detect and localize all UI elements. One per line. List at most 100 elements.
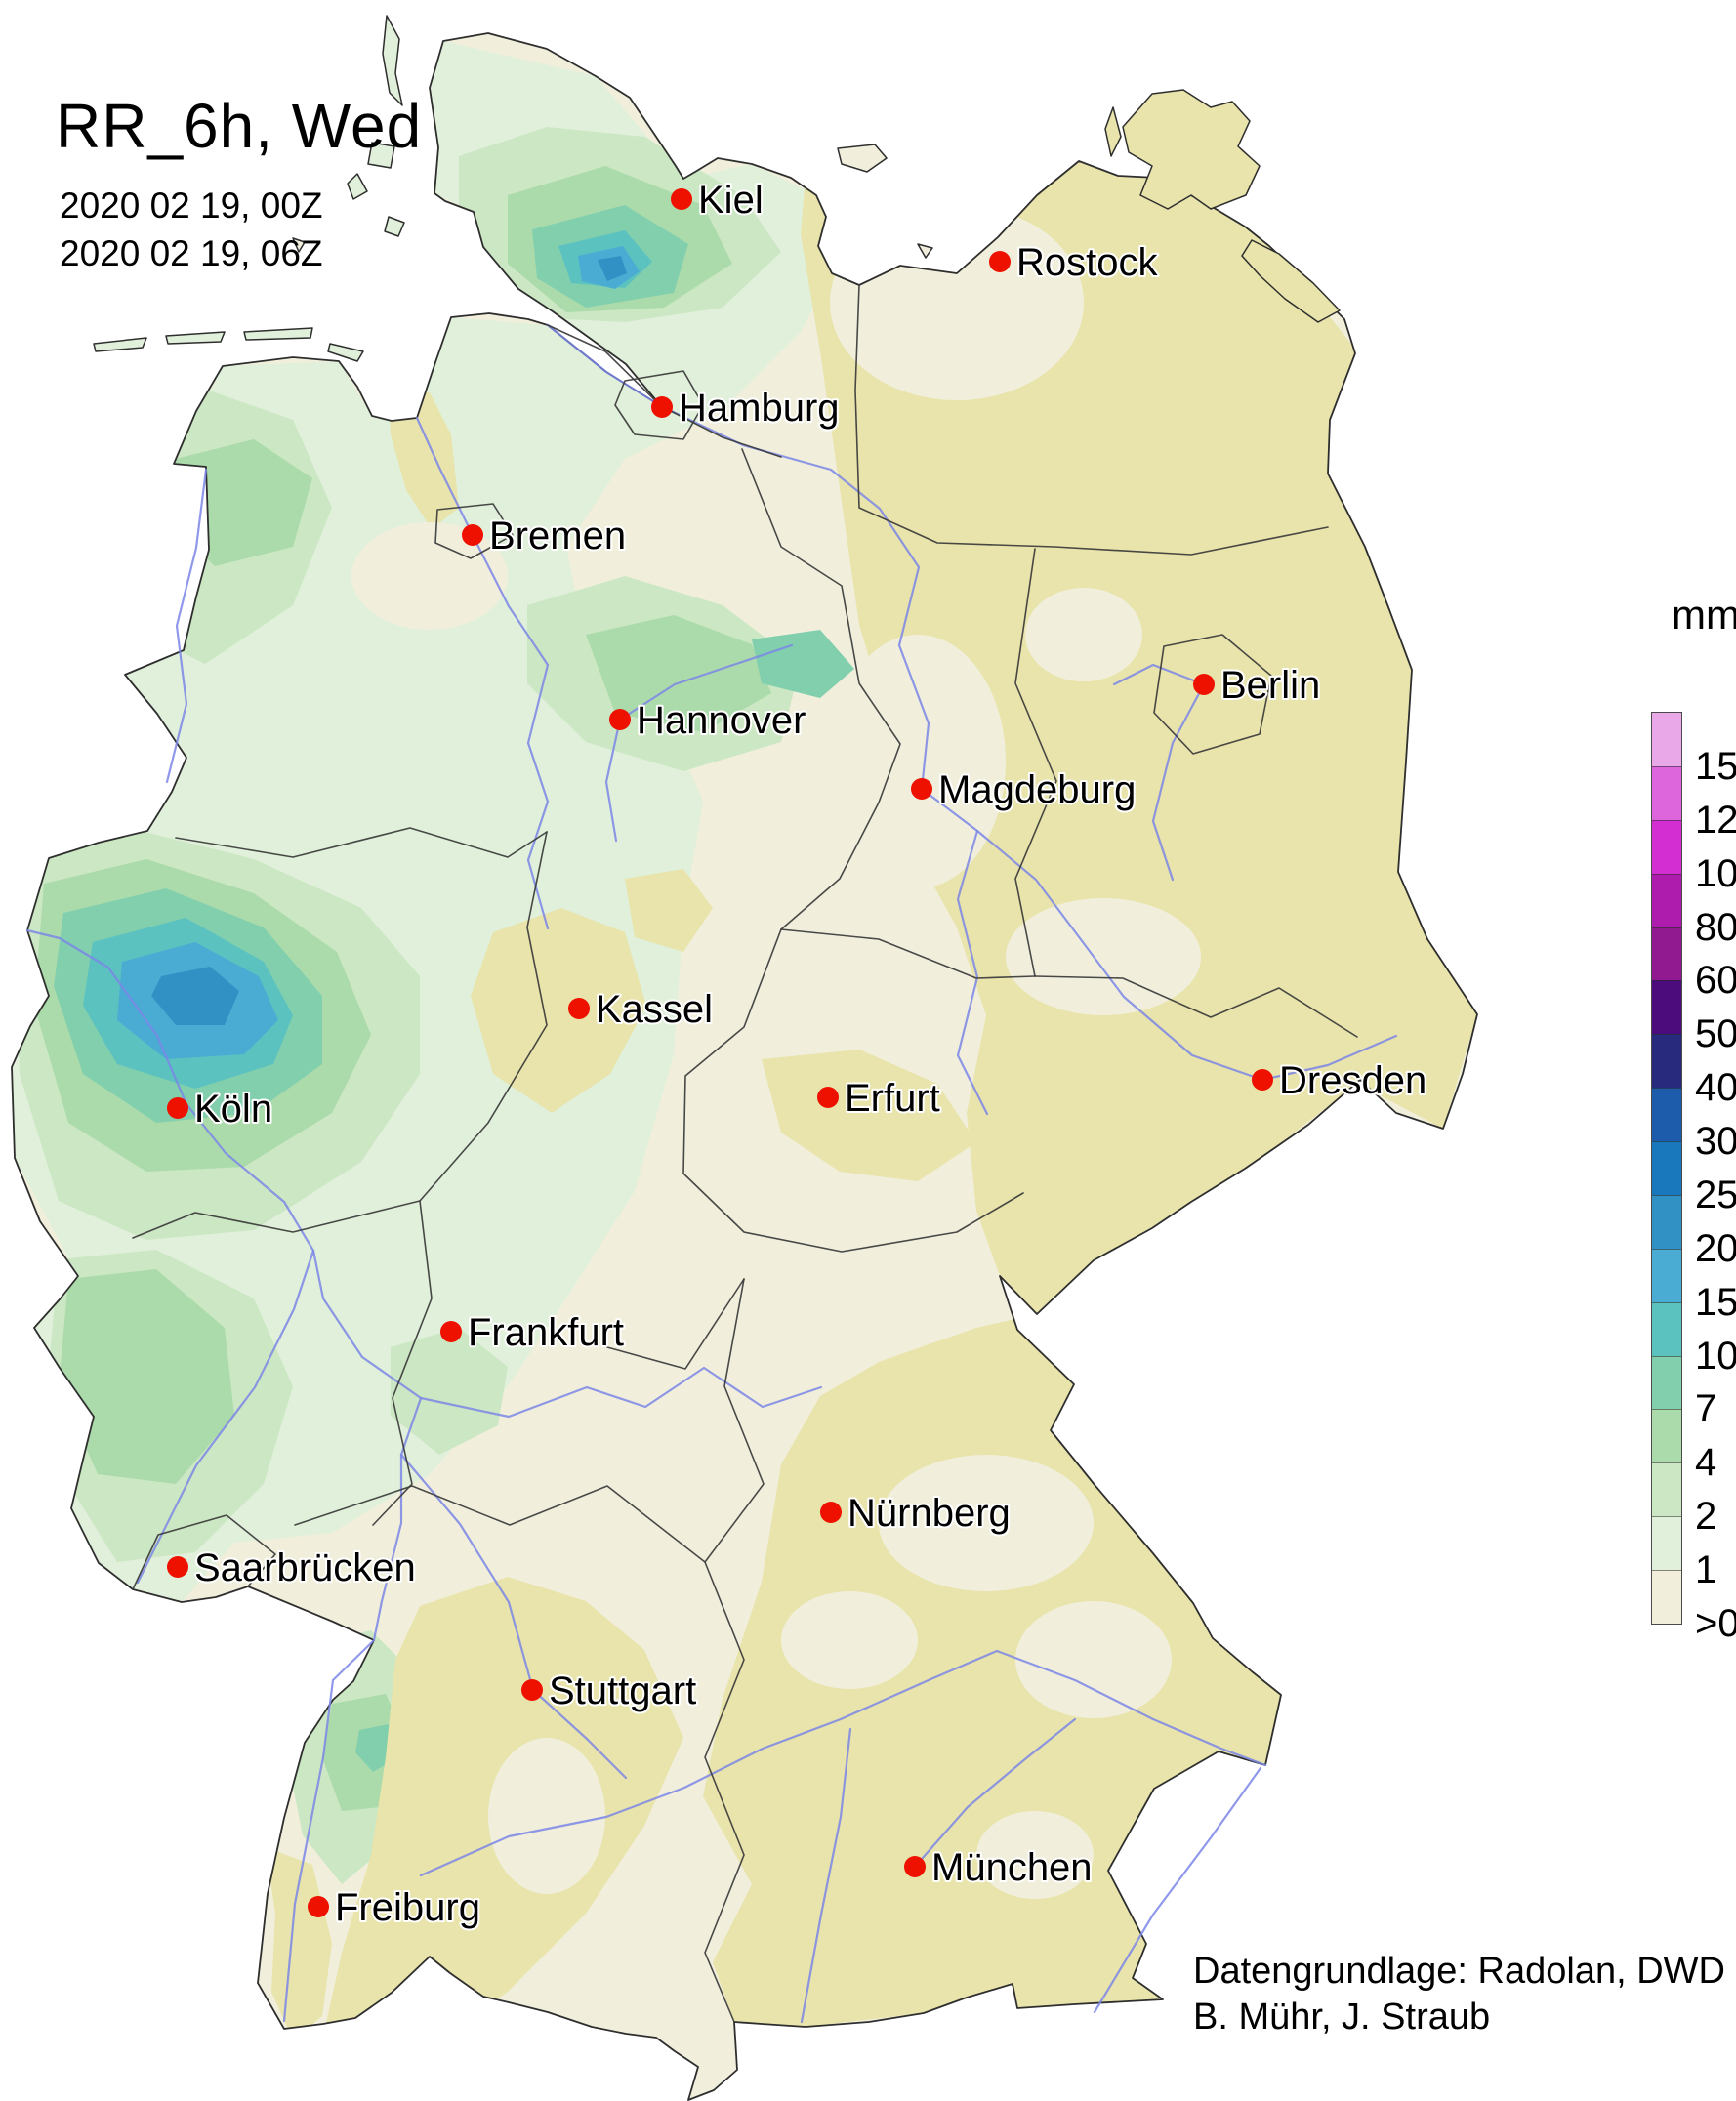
city-marker (440, 1321, 462, 1342)
period-end: 2020 02 19, 06Z (60, 233, 323, 273)
city-label: Dresden (1279, 1059, 1426, 1102)
river-weser (415, 416, 550, 930)
city-label: Rostock (1016, 241, 1158, 284)
city-marker (308, 1896, 329, 1917)
city-marker (521, 1679, 543, 1701)
legend-swatch (1652, 1355, 1681, 1410)
legend-tick-label: 1 (1695, 1548, 1717, 1592)
river-danube (419, 1649, 1267, 1877)
attribution: Datengrundlage: Radolan, DWD B. Mühr, J.… (1193, 1949, 1725, 2040)
legend-tick-label: 15 (1695, 1280, 1736, 1324)
legend-swatch (1652, 1141, 1681, 1195)
border-rp-hesse (372, 1200, 433, 1526)
city-marker (1252, 1069, 1273, 1091)
legend-swatch (1652, 1570, 1681, 1624)
legend-tick-label: 30 (1695, 1120, 1736, 1164)
city-label: Saarbrücken (194, 1546, 416, 1589)
legend-tick-label: >0 (1695, 1602, 1736, 1645)
state-borders (132, 284, 1358, 2023)
city-label: Kassel (596, 988, 713, 1031)
legend-tick-label: 50 (1695, 1012, 1736, 1056)
river-aller (618, 643, 794, 721)
island-ruegen (1122, 89, 1261, 210)
city-label: Frankfurt (468, 1311, 624, 1354)
precip-khaki-east (801, 117, 1477, 1314)
border-mv (854, 284, 1329, 556)
precip-cream-rostock (830, 205, 1084, 400)
precip-cream-franken (781, 1591, 918, 1689)
attribution-authors: B. Mühr, J. Straub (1193, 1997, 1491, 2038)
precip-green3-hannover (586, 615, 771, 732)
border-nds-st (741, 448, 901, 930)
legend-tick-label: 150 (1695, 744, 1736, 788)
city-label: Bremen (489, 515, 626, 557)
city-marker (462, 524, 483, 546)
precip-green3-eifel (59, 1269, 234, 1484)
legend-tick-label: 40 (1695, 1066, 1736, 1110)
attribution-source: Datengrundlage: Radolan, DWD (1193, 1951, 1725, 1992)
island-hiddensee (1104, 106, 1122, 157)
city-label: Nürnberg (847, 1492, 1011, 1535)
border-nds-nrw (175, 827, 548, 858)
legend-swatch (1652, 1462, 1681, 1517)
precip-khaki-bavaria (703, 1314, 1281, 2027)
island-pellworm (384, 216, 405, 237)
city-marker (989, 251, 1011, 272)
city-marker (911, 778, 932, 800)
islands (93, 15, 1341, 362)
city-label: München (931, 1846, 1093, 1889)
city-marker (167, 1097, 188, 1119)
map-title: RR_6h, Wed (56, 91, 423, 161)
legend-tick-label: 60 (1695, 959, 1736, 1003)
period-start: 2020 02 19, 00Z (60, 185, 323, 226)
legend-swatch (1652, 1516, 1681, 1570)
city-marker (167, 1556, 188, 1578)
legend-swatch (1652, 980, 1681, 1035)
city-marker (651, 396, 673, 418)
legend-unit-label: mm (1672, 592, 1736, 638)
legend-swatch (1652, 1034, 1681, 1089)
island-foehr (367, 142, 395, 169)
island-frisian-3 (243, 327, 313, 341)
legend-tick-label: 2 (1695, 1495, 1717, 1539)
city-label: Erfurt (845, 1077, 940, 1120)
city-marker (568, 998, 590, 1019)
river-neckar (399, 1453, 628, 1780)
city-label: Köln (194, 1088, 272, 1131)
legend-tick-label: 125 (1695, 798, 1736, 842)
city-label: Stuttgart (549, 1669, 696, 1712)
border-hesse-west (132, 831, 548, 1239)
precip-cream-oberpfalz (879, 1455, 1094, 1591)
river-mosel (136, 1249, 315, 1585)
legend-swatch (1652, 1409, 1681, 1463)
precip-blue2-nrw (151, 967, 239, 1025)
island-usedom (1241, 239, 1341, 323)
river-leine (604, 718, 622, 843)
precip-green2-odenwald (391, 1328, 508, 1455)
city-marker (820, 1502, 842, 1523)
border-sn-bb (1034, 975, 1358, 1038)
river-rhine (25, 928, 423, 2023)
legend-swatch (1652, 1301, 1681, 1356)
legend-swatch (1652, 1088, 1681, 1141)
city-marker (671, 188, 692, 210)
precip-cream-magdeburg (830, 635, 1006, 888)
border-hesse-bavaria (606, 1278, 745, 1370)
legend-tick-label: 20 (1695, 1226, 1736, 1270)
border-hamburg-ring (614, 370, 704, 440)
island-amrum (347, 173, 368, 200)
precip-khaki-kassel (471, 908, 646, 1113)
city-label: Berlin (1220, 664, 1320, 707)
river-isar (913, 1717, 1077, 1869)
legend-tick-label: 100 (1695, 851, 1736, 895)
river-lech (800, 1727, 852, 2024)
legend-swatch (1652, 713, 1681, 766)
legend-tick-label: 7 (1695, 1387, 1717, 1431)
city-label: Hamburg (679, 387, 840, 430)
legend-swatch (1652, 1194, 1681, 1249)
rivers (25, 323, 1398, 2024)
river-inn (1093, 1766, 1262, 2014)
legend-tick-label: 10 (1695, 1334, 1736, 1378)
island-helgoland (292, 237, 306, 253)
